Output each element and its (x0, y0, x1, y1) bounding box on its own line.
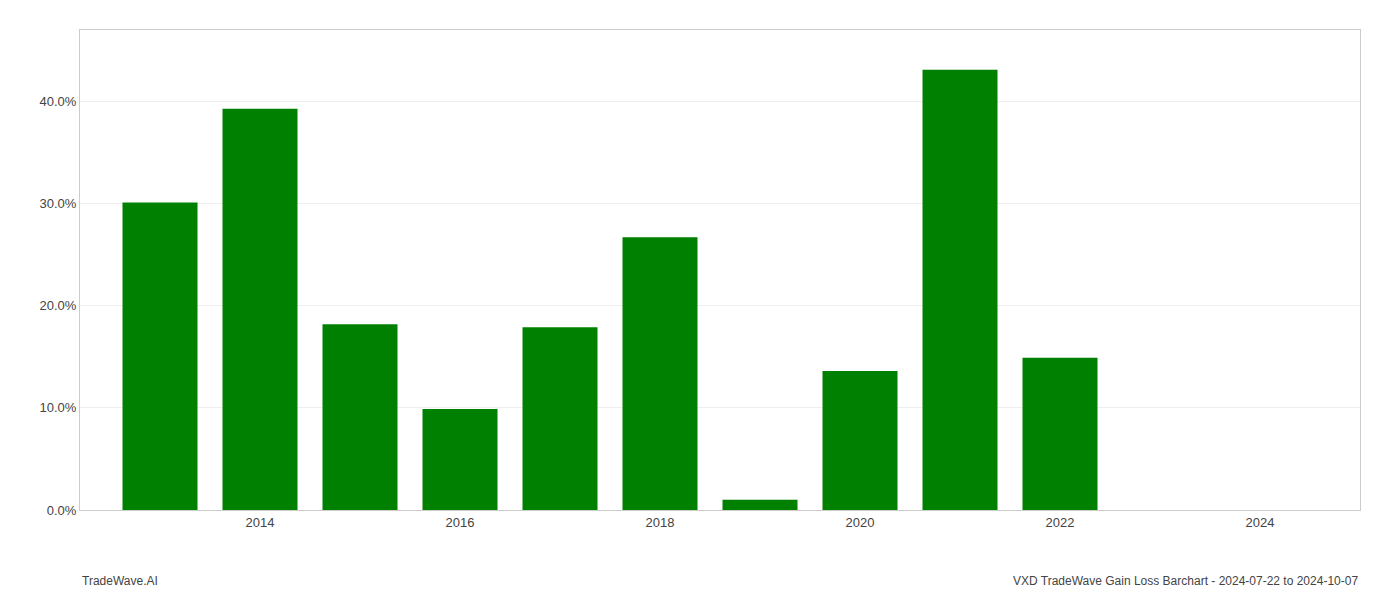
svg-text:TradeWave.AI: TradeWave.AI (82, 574, 158, 588)
svg-text:10.0%: 10.0% (40, 400, 77, 415)
svg-text:VXD TradeWave Gain Loss Barcha: VXD TradeWave Gain Loss Barchart - 2024-… (1013, 574, 1358, 588)
svg-text:2016: 2016 (446, 515, 475, 530)
svg-text:20.0%: 20.0% (40, 298, 77, 313)
svg-text:2020: 2020 (846, 515, 875, 530)
svg-text:2014: 2014 (246, 515, 275, 530)
svg-text:2024: 2024 (1246, 515, 1275, 530)
svg-text:40.0%: 40.0% (40, 94, 77, 109)
svg-text:2022: 2022 (1046, 515, 1075, 530)
svg-text:2018: 2018 (646, 515, 675, 530)
svg-text:0.0%: 0.0% (47, 503, 77, 518)
svg-text:30.0%: 30.0% (40, 196, 77, 211)
